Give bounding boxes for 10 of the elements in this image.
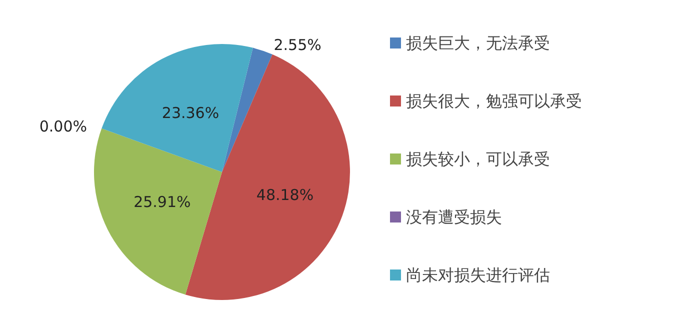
data-label: 2.55%: [274, 36, 322, 54]
data-label: 23.36%: [162, 104, 220, 122]
data-label: 25.91%: [134, 193, 191, 212]
legend-label: 尚未对损失进行评估: [406, 266, 550, 284]
legend-label: 损失较小，可以承受: [406, 150, 550, 168]
legend-label: 损失很大，勉强可以承受: [406, 92, 582, 110]
text: 0.00%: [39, 117, 88, 136]
legend-label: 没有遭受损失: [406, 208, 502, 226]
data-label: 48.18%: [256, 186, 314, 204]
legend-label: 损失巨大，无法承受: [406, 34, 550, 52]
